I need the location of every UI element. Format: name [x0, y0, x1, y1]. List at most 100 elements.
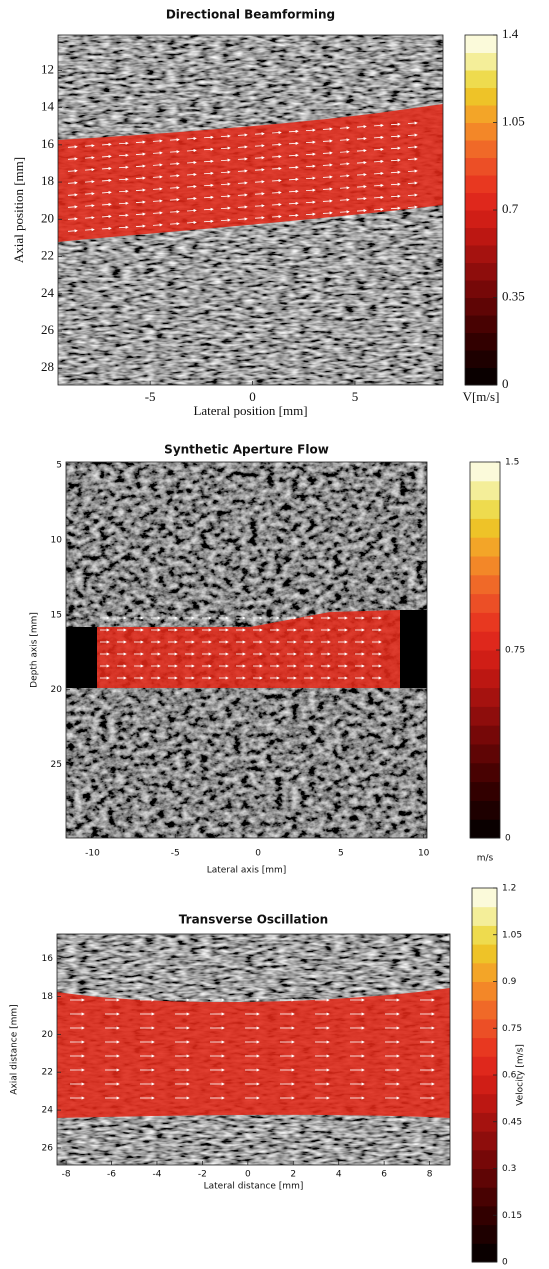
- flow-arrow: [373, 195, 384, 200]
- colorbar-step: [465, 35, 497, 53]
- flow-arrow: [101, 190, 112, 195]
- colorbar-step: [465, 105, 497, 123]
- plot-frame: [57, 34, 444, 386]
- flow-arrow: [101, 154, 112, 159]
- flow-arrow: [203, 171, 214, 175]
- colorbar-tick-label: 0.75: [505, 646, 525, 656]
- flow-arrow: [305, 140, 316, 144]
- colorbar-step: [465, 227, 497, 246]
- flow-arrow: [67, 217, 78, 221]
- colorbar-step: [465, 175, 497, 193]
- colorbar-step: [470, 612, 500, 632]
- x-tick-label: -5: [171, 849, 180, 859]
- flow-arrow: [305, 188, 316, 192]
- flow-arrow: [288, 165, 299, 169]
- colorbar-step: [465, 245, 497, 263]
- y-tick-label: 24: [42, 1106, 54, 1116]
- flow-arrow: [67, 169, 78, 173]
- flow-arrow: [322, 127, 333, 131]
- y-tick-label: 26: [41, 322, 55, 337]
- flow-arrow: [373, 123, 384, 128]
- colorbar-step: [472, 962, 497, 982]
- flow-arrow: [203, 135, 214, 139]
- flow-arrow: [288, 153, 299, 157]
- flow-arrow: [203, 219, 214, 223]
- flow-arrow: [288, 129, 299, 133]
- colorbar-step: [472, 1187, 497, 1207]
- flow-region: [97, 610, 400, 688]
- colorbar-step: [465, 192, 497, 211]
- flow-arrow: [373, 171, 384, 176]
- flow-arrow: [390, 146, 401, 150]
- colorbar-step: [465, 140, 497, 158]
- colorbar-step: [470, 556, 500, 576]
- colorbar-tick-label: 0.15: [502, 1211, 522, 1221]
- flow-arrow: [186, 172, 197, 177]
- flow-arrow: [186, 196, 197, 201]
- colorbar-step: [470, 499, 500, 519]
- y-tick-label: 12: [41, 61, 54, 76]
- flow-arrow: [322, 163, 333, 167]
- flow-arrow: [305, 164, 316, 168]
- colorbar-step: [465, 87, 497, 106]
- flow-arrow: [152, 163, 163, 167]
- y-tick-label: 22: [42, 1068, 53, 1078]
- flow-arrow: [407, 121, 418, 125]
- flow-arrow: [203, 183, 214, 187]
- flow-arrow: [390, 194, 401, 198]
- flow-arrow: [152, 199, 163, 203]
- y-axis-label: Depth axis [mm]: [30, 612, 40, 688]
- flow-arrow: [288, 201, 299, 205]
- colorbar-step: [472, 1018, 497, 1039]
- flow-arrow: [118, 153, 129, 157]
- y-tick-label: 16: [41, 136, 55, 151]
- flow-region: [57, 988, 450, 1118]
- x-tick-label: -6: [107, 1170, 116, 1180]
- y-tick-label: 5: [56, 460, 62, 470]
- flow-arrow: [203, 195, 214, 199]
- colorbar-step: [472, 1093, 497, 1113]
- flow-arrow: [118, 189, 129, 193]
- flow-arrow: [220, 158, 231, 162]
- flow-arrow: [356, 185, 367, 189]
- flow-arrow: [220, 146, 231, 150]
- colorbar-step: [472, 1149, 497, 1169]
- colorbar-step: [465, 52, 497, 71]
- flow-arrow: [220, 134, 231, 138]
- y-tick-label: 25: [51, 760, 62, 770]
- y-tick-label: 26: [42, 1143, 54, 1153]
- panel: Transverse Oscillation Lateral distance […: [10, 884, 526, 1268]
- colorbar-tick-label: 0: [502, 376, 509, 391]
- x-tick-label: -10: [85, 849, 100, 859]
- colorbar-step: [470, 518, 500, 538]
- y-tick-label: 20: [51, 685, 63, 695]
- colorbar-step: [470, 593, 500, 613]
- colorbar-tick-label: 1.05: [502, 930, 522, 940]
- flow-arrow: [169, 210, 180, 214]
- colorbar-step: [470, 800, 500, 820]
- y-tick-label: 22: [41, 248, 54, 263]
- colorbar-step: [472, 1112, 497, 1132]
- flow-arrow: [373, 159, 384, 164]
- flow-arrow: [271, 214, 282, 219]
- flow-arrow: [169, 186, 180, 190]
- flow-arrow: [339, 162, 350, 166]
- flow-arrow: [135, 212, 146, 216]
- x-tick-label: 2: [290, 1170, 296, 1180]
- flow-arrow: [186, 208, 197, 213]
- flow-arrow: [339, 150, 350, 154]
- colorbar-step: [470, 574, 500, 595]
- flow-arrow: [84, 156, 95, 160]
- flow-arrow: [288, 141, 299, 145]
- colorbar-label: m/s: [477, 854, 494, 864]
- colorbar-step: [472, 1243, 497, 1263]
- flow-arrow: [220, 194, 231, 198]
- flow-arrow: [373, 183, 384, 188]
- flow-arrow: [322, 199, 333, 203]
- y-axis-label: Axial position [mm]: [11, 157, 26, 263]
- flow-arrow: [373, 135, 384, 140]
- flow-arrow: [169, 222, 180, 226]
- flow-arrow: [220, 218, 231, 222]
- colorbar-tick-label: 1.05: [502, 113, 525, 128]
- y-tick-label: 20: [41, 210, 54, 225]
